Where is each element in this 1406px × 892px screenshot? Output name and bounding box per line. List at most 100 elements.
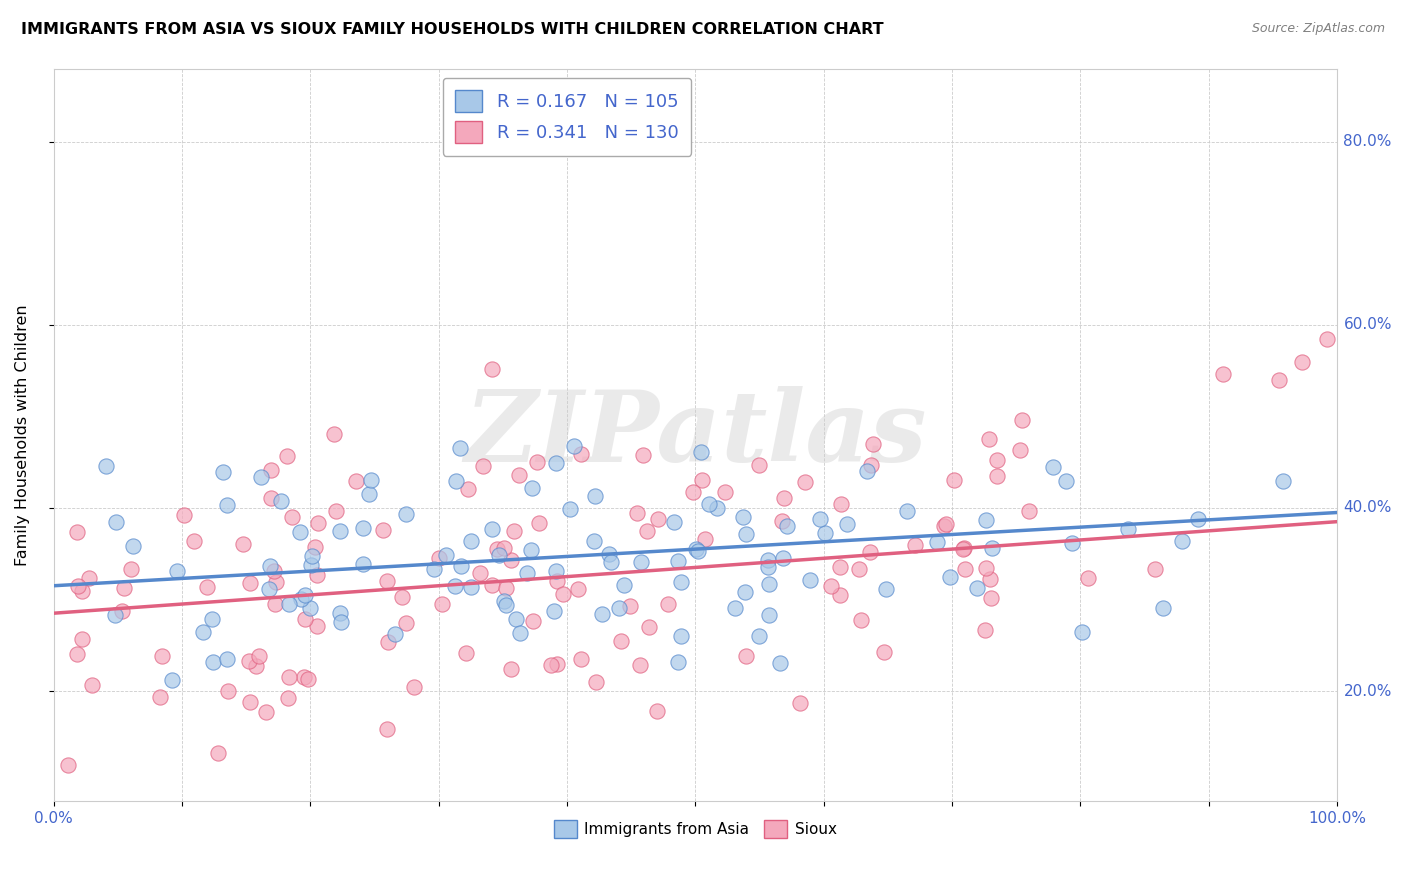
- Point: [598, 547, 620, 561]
- Point: [1042, 460, 1064, 475]
- Point: [873, 645, 896, 659]
- Point: [217, 684, 239, 698]
- Point: [789, 697, 811, 711]
- Point: [290, 591, 312, 606]
- Point: [457, 482, 479, 496]
- Point: [520, 482, 543, 496]
- Point: [734, 648, 756, 663]
- Point: [770, 514, 793, 528]
- Point: [1316, 332, 1339, 346]
- Point: [1071, 625, 1094, 640]
- Point: [215, 498, 238, 512]
- Point: [330, 615, 353, 629]
- Point: [67, 578, 90, 592]
- Point: [630, 555, 652, 569]
- Point: [734, 585, 756, 599]
- Point: [259, 558, 281, 573]
- Point: [1062, 535, 1084, 549]
- Point: [298, 600, 321, 615]
- Point: [294, 588, 316, 602]
- Point: [583, 489, 606, 503]
- Point: [404, 681, 426, 695]
- Point: [662, 515, 685, 529]
- Point: [814, 525, 837, 540]
- Point: [501, 553, 523, 567]
- Point: [626, 507, 648, 521]
- Point: [217, 652, 239, 666]
- Point: [239, 695, 262, 709]
- Point: [773, 491, 796, 506]
- Point: [1272, 474, 1295, 488]
- Point: [260, 491, 283, 505]
- Point: [471, 459, 494, 474]
- Point: [1268, 373, 1291, 387]
- Point: [562, 439, 585, 453]
- Point: [460, 580, 482, 594]
- Point: [481, 361, 503, 376]
- Point: [934, 518, 956, 533]
- Point: [1054, 475, 1077, 489]
- Point: [731, 510, 754, 524]
- Point: [516, 566, 538, 581]
- Point: [245, 659, 267, 673]
- Point: [925, 535, 948, 549]
- Point: [974, 623, 997, 637]
- Point: [488, 548, 510, 562]
- Text: Source: ZipAtlas.com: Source: ZipAtlas.com: [1251, 22, 1385, 36]
- Point: [758, 577, 780, 591]
- Point: [304, 541, 326, 555]
- Point: [481, 522, 503, 536]
- Point: [486, 542, 509, 557]
- Point: [352, 521, 374, 535]
- Text: 40.0%: 40.0%: [1344, 500, 1392, 516]
- Point: [212, 465, 235, 479]
- Point: [299, 558, 322, 573]
- Point: [191, 625, 214, 640]
- Point: [492, 594, 515, 608]
- Text: IMMIGRANTS FROM ASIA VS SIOUX FAMILY HOUSEHOLDS WITH CHILDREN CORRELATION CHART: IMMIGRANTS FROM ASIA VS SIOUX FAMILY HOU…: [21, 22, 884, 37]
- Point: [671, 629, 693, 643]
- Text: 20.0%: 20.0%: [1344, 683, 1392, 698]
- Point: [986, 469, 1008, 483]
- Point: [939, 570, 962, 584]
- Point: [756, 559, 779, 574]
- Point: [976, 561, 998, 575]
- Point: [149, 690, 172, 705]
- Point: [232, 537, 254, 551]
- Point: [122, 539, 145, 553]
- Point: [591, 607, 613, 621]
- Point: [585, 675, 607, 690]
- Point: [686, 544, 709, 558]
- Point: [1008, 443, 1031, 458]
- Point: [278, 670, 301, 684]
- Point: [492, 541, 515, 555]
- Point: [263, 564, 285, 578]
- Point: [104, 607, 127, 622]
- Point: [896, 504, 918, 518]
- Point: [546, 657, 568, 671]
- Point: [292, 670, 315, 684]
- Point: [449, 441, 471, 455]
- Point: [305, 619, 328, 633]
- Point: [357, 487, 380, 501]
- Point: [150, 648, 173, 663]
- Point: [583, 533, 606, 548]
- Point: [375, 574, 398, 588]
- Point: [94, 458, 117, 473]
- Point: [953, 541, 976, 555]
- Point: [247, 649, 270, 664]
- Point: [953, 562, 976, 576]
- Point: [976, 513, 998, 527]
- Point: [238, 654, 260, 668]
- Point: [693, 533, 716, 547]
- Point: [526, 455, 548, 469]
- Point: [1291, 354, 1313, 368]
- Point: [935, 517, 957, 532]
- Point: [1187, 512, 1209, 526]
- Point: [943, 473, 966, 487]
- Point: [613, 578, 636, 592]
- Point: [66, 647, 89, 661]
- Point: [166, 564, 188, 578]
- Point: [540, 657, 562, 672]
- Point: [450, 558, 472, 573]
